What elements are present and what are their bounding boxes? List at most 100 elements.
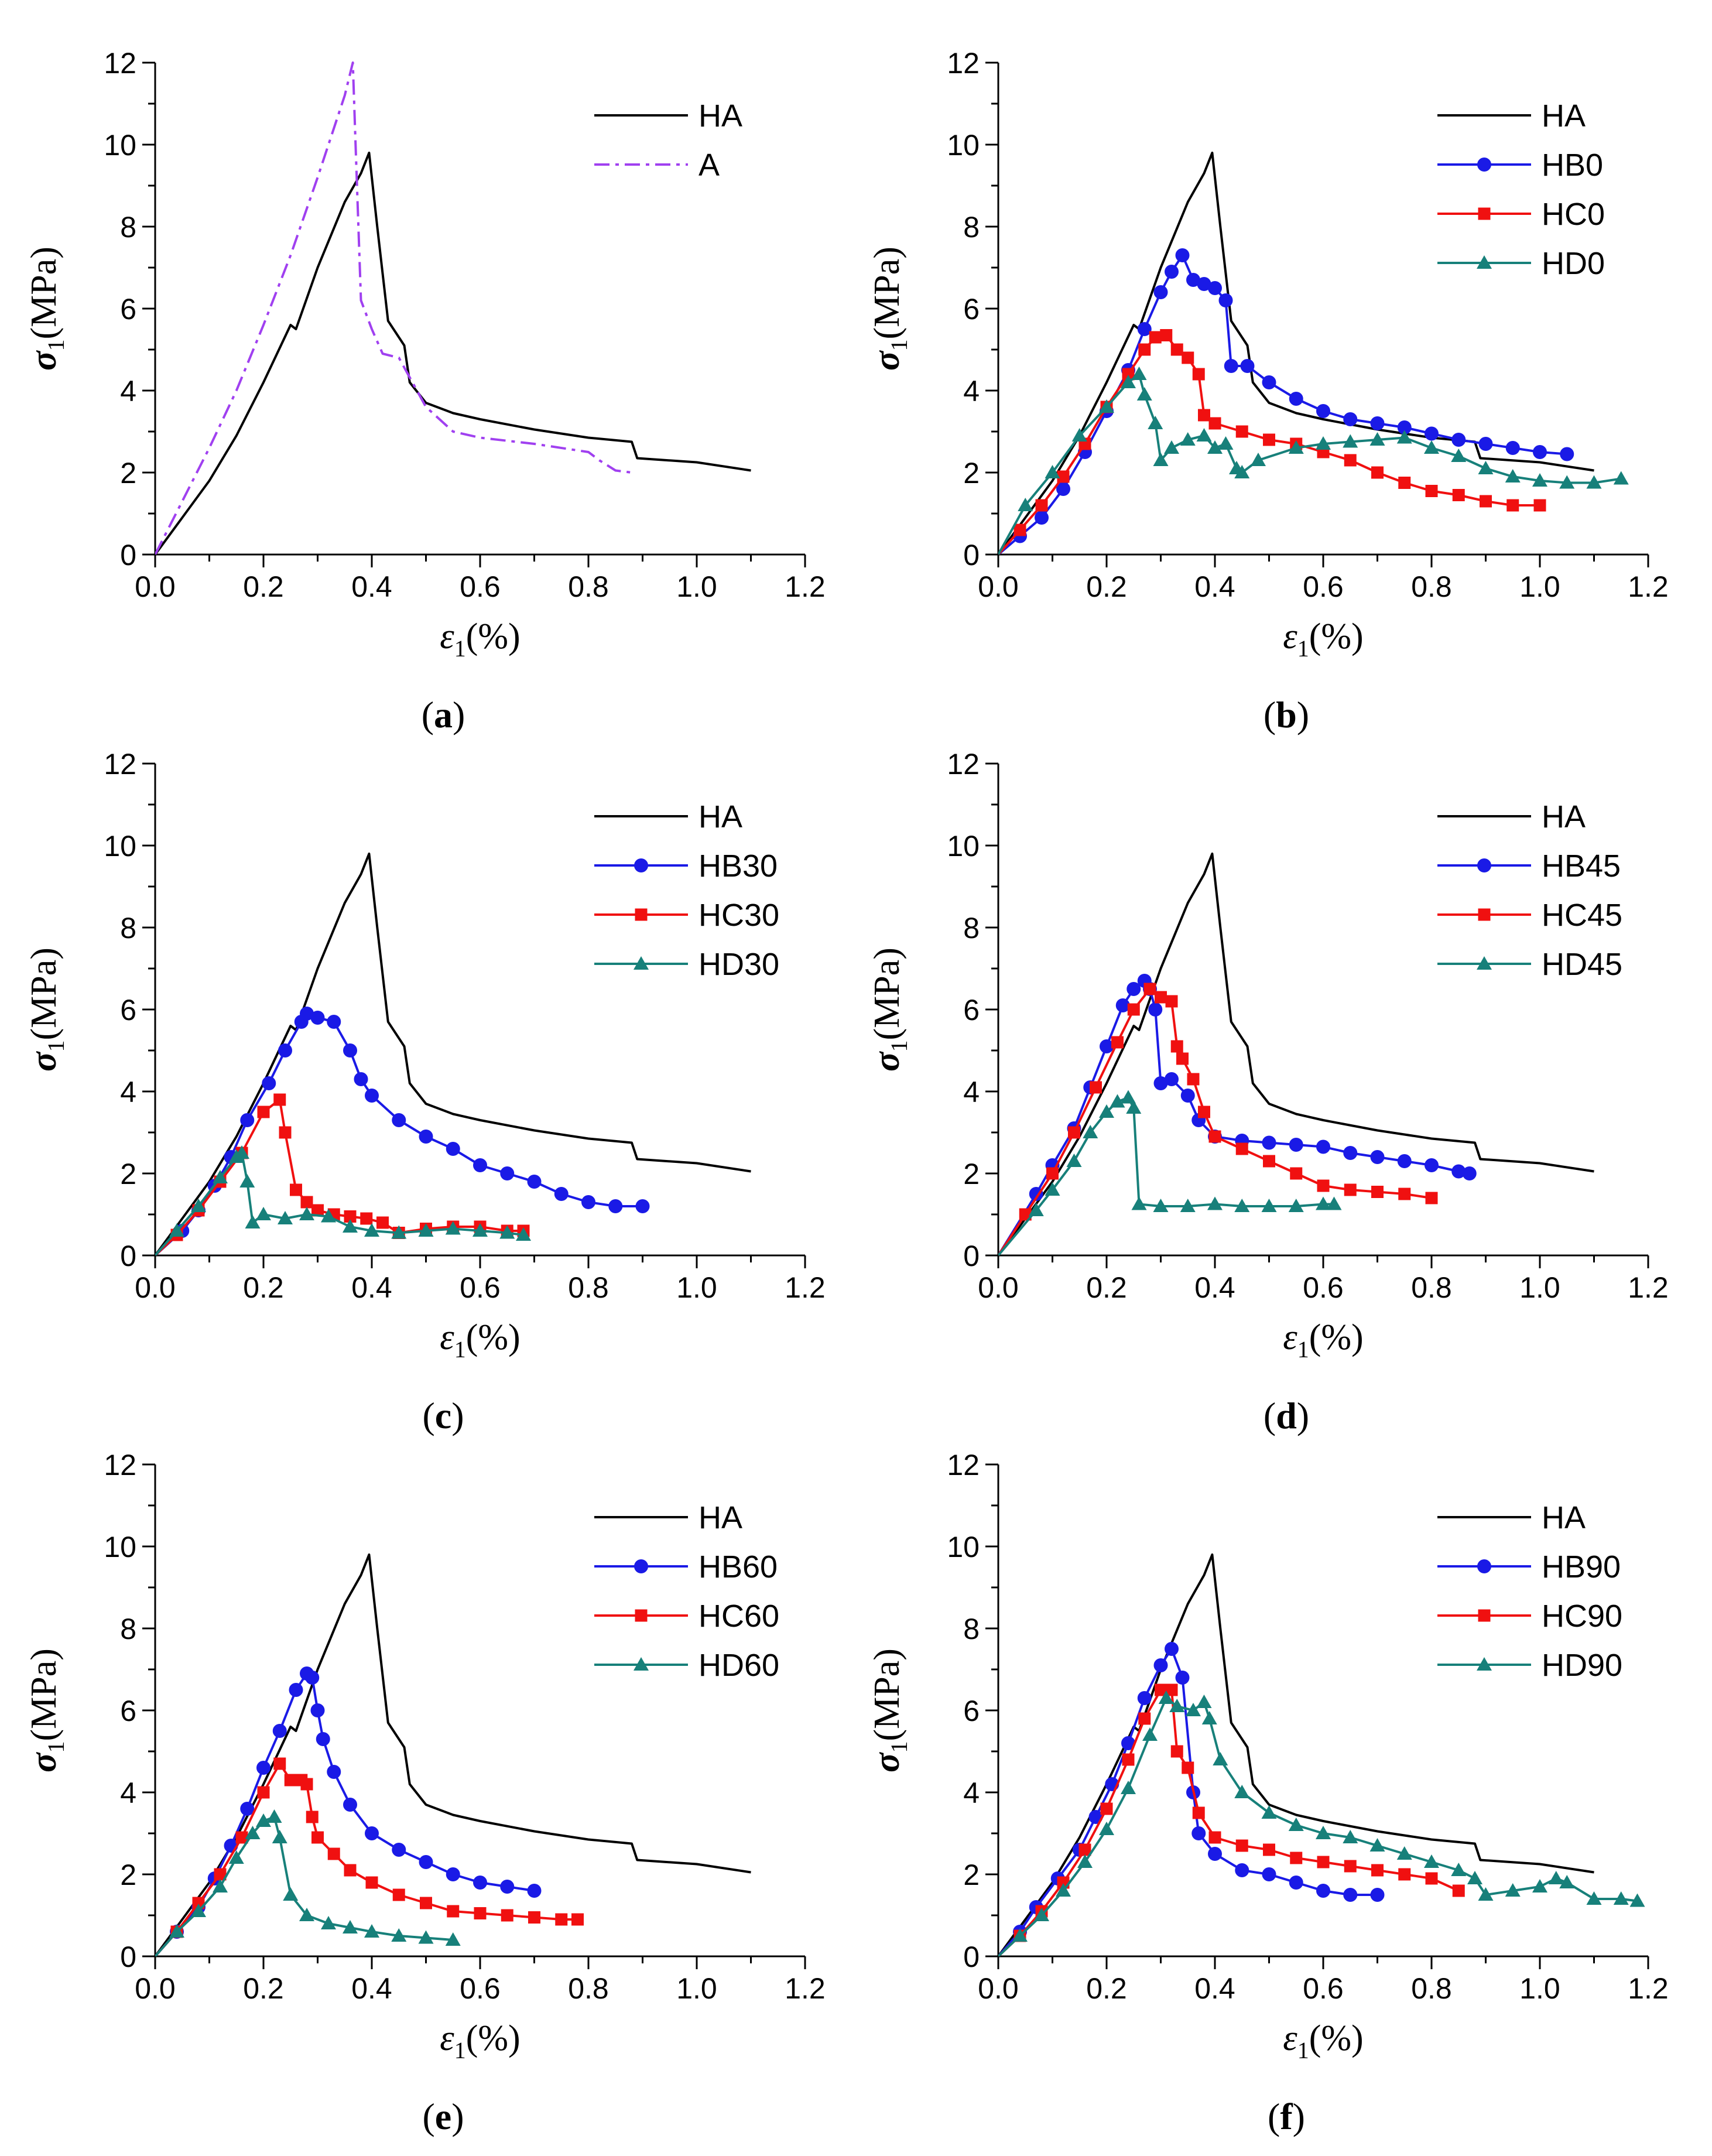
legend-label: HA	[1542, 1500, 1586, 1535]
data-point-HD0	[1121, 375, 1136, 388]
data-point-HC60	[284, 1774, 297, 1787]
data-point-HC60	[344, 1864, 357, 1877]
data-point-HB90	[1175, 1671, 1190, 1685]
data-point-HB45	[1148, 1002, 1163, 1017]
data-point-HD90	[1158, 1690, 1174, 1704]
legend-item-HC60: HC60	[594, 1599, 779, 1634]
data-point-HD0	[1288, 440, 1304, 454]
data-point-HD0	[1234, 465, 1250, 478]
data-point-HC45	[1165, 995, 1178, 1008]
data-point-HC60	[235, 1831, 248, 1844]
data-point-HB60	[256, 1761, 271, 1775]
legend-item-HC0: HC0	[1437, 197, 1605, 232]
x-tick-label: 0.2	[243, 1972, 284, 2005]
y-tick-label: 6	[963, 293, 980, 326]
data-point-HC90	[1344, 1860, 1357, 1873]
data-point-HD90	[1613, 1891, 1629, 1905]
x-tick-label: 0.6	[460, 1271, 501, 1304]
data-point-HB60	[392, 1843, 406, 1857]
data-point-HB45	[1127, 982, 1141, 996]
y-tick-label: 10	[947, 830, 980, 863]
data-point-HD30	[499, 1225, 515, 1239]
data-point-HD90	[1077, 1854, 1093, 1868]
data-point-HC45	[1170, 1040, 1183, 1053]
data-point-HD90	[1396, 1846, 1412, 1860]
data-point-HB45	[1165, 1072, 1179, 1086]
y-tick-label: 4	[120, 1076, 136, 1108]
data-point-HB0	[1224, 359, 1238, 373]
x-tick-label: 0.6	[460, 1972, 501, 2005]
data-point-HD0	[1451, 449, 1467, 462]
data-point-HD45	[1153, 1199, 1169, 1212]
data-point-HD0	[1532, 473, 1547, 487]
legend-label: HC0	[1542, 197, 1605, 232]
legend-marker	[635, 908, 648, 921]
data-point-HC45	[1111, 1036, 1124, 1049]
data-point-HC0	[1035, 499, 1048, 512]
series-line-HA	[998, 152, 1594, 555]
x-tick-label: 1.2	[1628, 1972, 1669, 2005]
y-tick-label: 10	[947, 1531, 980, 1563]
data-point-HB0	[1240, 359, 1255, 373]
series-line-HD90	[998, 1697, 1638, 1956]
data-point-HB0	[1186, 273, 1200, 287]
data-point-HD60	[213, 1879, 228, 1893]
series-line-HB30	[155, 1012, 643, 1255]
data-point-HC0	[1263, 433, 1275, 446]
x-tick-label: 0.2	[243, 1271, 284, 1304]
legend-label: HA	[699, 1500, 742, 1535]
data-point-HB30	[419, 1130, 433, 1144]
legend-label: HD60	[699, 1648, 779, 1683]
data-point-HB45	[1451, 1164, 1466, 1179]
data-point-HC0	[1192, 368, 1205, 381]
legend-item-HD45: HD45	[1437, 947, 1622, 982]
panel-label: (c)	[422, 1395, 464, 1436]
data-point-HB0	[1218, 293, 1233, 307]
data-point-HD90	[1234, 1785, 1250, 1798]
data-point-HB0	[1478, 437, 1493, 451]
data-point-HB45	[1343, 1146, 1358, 1160]
legend-label: HD0	[1542, 246, 1605, 281]
data-point-HD0	[1153, 453, 1169, 466]
y-axis-title: σ1(MPa)	[24, 947, 69, 1072]
data-point-HD45	[1126, 1100, 1142, 1114]
data-point-HC45	[1425, 1192, 1438, 1204]
data-point-HB60	[289, 1683, 303, 1697]
data-point-HD30	[321, 1209, 336, 1223]
data-point-HD0	[1369, 432, 1385, 446]
data-point-HC90	[1170, 1745, 1183, 1758]
y-tick-label: 12	[104, 1449, 136, 1481]
data-point-HD30	[169, 1223, 184, 1237]
data-point-HB0	[1056, 482, 1070, 496]
y-tick-label: 10	[947, 129, 980, 162]
data-point-HC45	[1176, 1052, 1189, 1065]
data-point-HB60	[272, 1724, 287, 1738]
data-point-HD0	[1131, 367, 1147, 380]
data-point-HC0	[1149, 331, 1162, 344]
data-point-HD0	[1316, 436, 1331, 450]
legend-marker	[1478, 207, 1491, 220]
y-tick-label: 6	[120, 1695, 136, 1727]
data-point-HB60	[310, 1703, 325, 1717]
x-tick-label: 1.2	[785, 1972, 826, 2005]
data-point-HB30	[300, 1007, 314, 1021]
data-point-HD60	[283, 1887, 299, 1901]
legend-label: HB45	[1542, 848, 1621, 884]
x-tick-label: 0.0	[135, 570, 176, 603]
data-point-HD90	[1505, 1883, 1521, 1897]
data-point-HD30	[278, 1211, 293, 1224]
data-point-HC60	[420, 1897, 432, 1909]
x-tick-label: 0.4	[1194, 570, 1235, 603]
data-point-HD90	[1169, 1699, 1185, 1712]
data-point-HD60	[299, 1908, 314, 1921]
series-line-HB60	[155, 1672, 535, 1956]
data-point-HD60	[256, 1813, 271, 1827]
x-tick-label: 0.8	[568, 1972, 609, 2005]
data-point-HC45	[1263, 1155, 1275, 1168]
data-point-HD60	[364, 1924, 379, 1938]
data-point-HB0	[1533, 445, 1547, 459]
data-point-HC90	[1192, 1806, 1205, 1819]
y-axis-title: σ1(MPa)	[867, 1648, 912, 1772]
data-point-HC90	[1263, 1843, 1275, 1856]
x-tick-label: 0.0	[978, 1972, 1019, 2005]
